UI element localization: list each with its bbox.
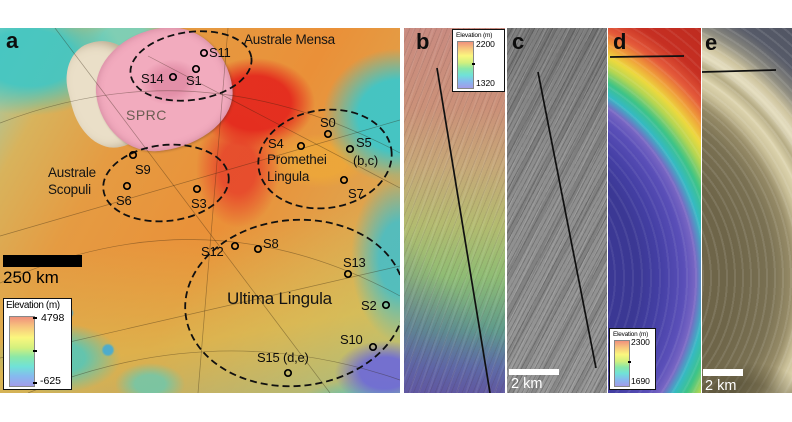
site-label-s10: S10 bbox=[340, 332, 363, 347]
region-ellipse-australe-mensa bbox=[129, 30, 253, 102]
region-ellipse-ultima-lingula bbox=[184, 218, 400, 388]
site-dot-s8 bbox=[253, 244, 263, 254]
panel-d-letter: d bbox=[613, 29, 627, 54]
legend-b-max-value: 2200 bbox=[476, 39, 495, 49]
panel-d-elevation-image: Elevation (m) 2300 1690 d bbox=[608, 28, 701, 393]
scale-bar-250km-label: 250 km bbox=[3, 268, 59, 287]
legend-b-tick-mid bbox=[472, 63, 475, 65]
legend-a-max-value: 4798 bbox=[41, 312, 65, 324]
panel-b-elevation-strip: Elevation (m) 2200 1320 b bbox=[404, 28, 505, 393]
site-label-s8: S8 bbox=[263, 236, 279, 251]
scale-bar-2km-c bbox=[509, 369, 559, 375]
panel-e-profile-line-svg bbox=[702, 69, 777, 73]
scale-bar-2km-c-label: 2 km bbox=[511, 376, 543, 392]
legend-d-colorbar bbox=[614, 340, 630, 387]
elevation-legend-b: Elevation (m) 2200 1320 bbox=[452, 29, 505, 92]
site-dot-s7 bbox=[339, 175, 349, 185]
site-label-s11: S11 bbox=[209, 45, 231, 60]
site-label-s5: S5 bbox=[356, 135, 372, 150]
site-dot-s14 bbox=[168, 72, 178, 82]
site-label-s2: S2 bbox=[361, 298, 377, 313]
legend-b-title: Elevation (m) bbox=[456, 32, 493, 39]
site-label-s12: S12 bbox=[201, 244, 224, 259]
site-dot-s13 bbox=[343, 269, 353, 279]
site-dot-s3 bbox=[192, 184, 202, 194]
legend-b-min-value: 1320 bbox=[476, 78, 495, 88]
panel-e-visible-image: 2 km e bbox=[702, 28, 792, 393]
site-label-s9: S9 bbox=[135, 162, 151, 177]
legend-d-tick-mid bbox=[628, 361, 631, 363]
region-ellipse-promethei-lingula bbox=[257, 108, 393, 210]
legend-a-colorbar bbox=[9, 316, 35, 387]
region-label-australe-mensa: Australe Mensa bbox=[244, 32, 335, 47]
panel-c-profile-line-svg bbox=[537, 71, 597, 369]
panel-c-grayscale-image: 2 km c bbox=[507, 28, 607, 393]
site-label-s0: S0 bbox=[320, 115, 336, 130]
site-label-s6: S6 bbox=[116, 193, 132, 208]
site-label-s7: S7 bbox=[348, 186, 364, 201]
site-dot-s5 bbox=[345, 144, 355, 154]
legend-a-title: Elevation (m) bbox=[6, 300, 60, 311]
site-dot-s9 bbox=[128, 150, 138, 160]
site-label-s5-note: (b,c) bbox=[353, 153, 379, 168]
region-label-ultima-lingula: Ultima Lingula bbox=[227, 289, 332, 308]
panel-e-letter: e bbox=[705, 30, 718, 55]
region-label-promethei-1: Promethei bbox=[267, 152, 327, 167]
site-dot-s11 bbox=[199, 48, 209, 58]
elevation-legend-d: Elevation (m) 2300 1690 bbox=[609, 328, 656, 390]
region-label-sprc: SPRC bbox=[126, 107, 167, 123]
site-dot-s0 bbox=[323, 129, 333, 139]
site-label-s1: S1 bbox=[186, 73, 202, 88]
elevation-legend-a: Elevation (m) 4798 -625 bbox=[3, 298, 72, 390]
panel-b-profile-line-svg bbox=[436, 67, 491, 393]
legend-b-colorbar bbox=[457, 41, 474, 89]
site-dot-s15 bbox=[283, 368, 293, 378]
panel-d-profile-line-svg bbox=[609, 55, 685, 58]
legend-a-min-value: -625 bbox=[40, 375, 62, 387]
site-label-s4: S4 bbox=[268, 136, 284, 151]
scale-bar-250km bbox=[3, 255, 82, 267]
site-dot-s4 bbox=[296, 141, 306, 151]
site-dot-s2 bbox=[381, 300, 391, 310]
site-label-s15: S15 (d,e) bbox=[257, 350, 309, 365]
panel-c-letter: c bbox=[512, 29, 525, 54]
site-dot-s6 bbox=[122, 181, 132, 191]
region-label-promethei-2: Lingula bbox=[267, 169, 310, 184]
legend-d-title: Elevation (m) bbox=[613, 331, 649, 338]
scale-bar-2km-e bbox=[703, 369, 743, 376]
site-dot-s12 bbox=[230, 241, 240, 251]
site-dot-s10 bbox=[368, 342, 378, 352]
site-label-s14: S14 bbox=[141, 71, 164, 86]
profile-line-b bbox=[436, 67, 491, 393]
profile-line-c bbox=[537, 71, 597, 369]
legend-a-tick-mid bbox=[33, 350, 37, 352]
site-dot-s1 bbox=[191, 64, 201, 74]
legend-d-max-value: 2300 bbox=[631, 337, 650, 347]
panel-a-letter: a bbox=[6, 28, 19, 53]
panel-b-letter: b bbox=[416, 29, 430, 54]
profile-line-d bbox=[609, 55, 685, 58]
legend-d-min-value: 1690 bbox=[631, 376, 650, 386]
region-label-australe-scopuli-1: Australe bbox=[48, 165, 96, 180]
region-ellipse-australe-scopuli bbox=[102, 143, 230, 223]
site-label-s13: S13 bbox=[343, 255, 366, 270]
map-annotations-svg bbox=[0, 28, 400, 393]
site-label-s3: S3 bbox=[191, 196, 207, 211]
legend-a-tick-bottom bbox=[33, 382, 37, 384]
profile-line-e bbox=[702, 69, 777, 73]
panel-a-elevation-map: Australe Mensa SPRC Australe Scopuli Pro… bbox=[0, 28, 400, 393]
region-label-australe-scopuli-2: Scopuli bbox=[48, 182, 91, 197]
scale-bar-2km-e-label: 2 km bbox=[705, 378, 737, 393]
legend-a-tick-top bbox=[33, 317, 37, 319]
